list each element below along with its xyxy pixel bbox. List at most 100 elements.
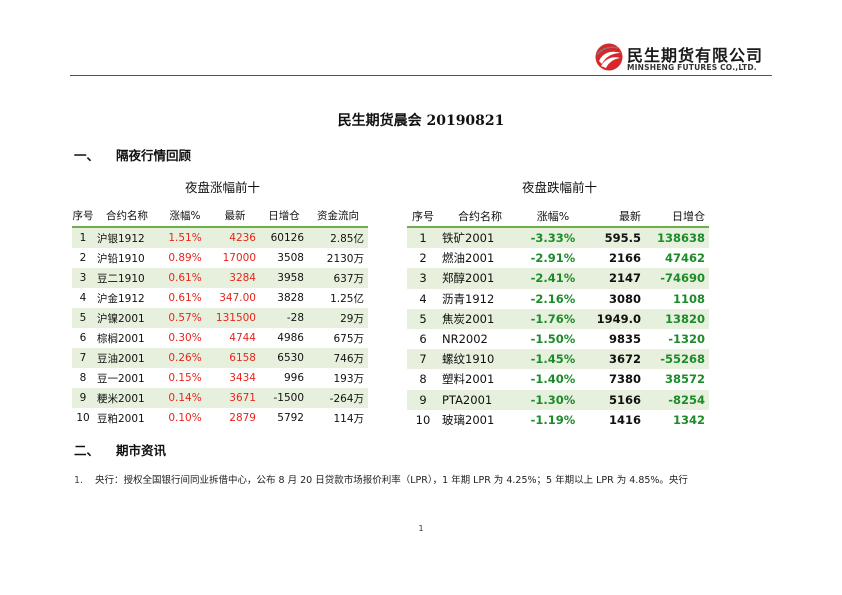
cell-no: 3	[72, 268, 94, 288]
cell-change: 0.57%	[160, 308, 210, 328]
cell-change: 1.51%	[160, 227, 210, 248]
cell-oi-change: 1342	[672, 412, 705, 427]
cell-contract-name: 铁矿2001	[439, 227, 521, 249]
cell-no: 1	[72, 227, 94, 248]
losers-table-title: 夜盘跌幅前十	[522, 180, 598, 195]
cell-contract-name: PTA2001	[439, 389, 521, 410]
cell-last-price: 17000	[222, 252, 256, 264]
cell-oi-change: 47462	[664, 251, 705, 266]
cell-no: 9	[72, 388, 94, 408]
cell-contract-name: 豆一2001	[97, 372, 145, 385]
cell-fund-flow: 2.85亿	[308, 227, 368, 248]
cell-change: -3.33%	[521, 227, 585, 249]
cell-change: 0.89%	[168, 252, 202, 264]
cell-fund-flow: 1.25亿	[330, 292, 364, 305]
cell-oi-change: 5792	[277, 412, 304, 424]
cell-last-price: 3671	[210, 388, 260, 408]
gainers-table: 序号 合约名称 涨幅% 最新 日增仓 资金流向 1 沪银1912 1.51% 4236…	[72, 205, 368, 428]
cell-oi-change: 4986	[277, 332, 304, 344]
cell-last-price: 5166	[585, 389, 645, 410]
cell-oi-change: 138638	[645, 227, 709, 249]
cell-contract-name: 玻璃2001	[442, 412, 495, 427]
section-1-heading: 一、 隔夜行情回顾	[74, 145, 191, 164]
company-name-cn: 民生期货有限公司	[627, 46, 764, 65]
cell-change: -1.50%	[530, 332, 576, 347]
losers-table: 序号 合约名称 涨幅% 最新 日增仓 1 铁矿2001 -3.33% 595.5 138…	[407, 205, 709, 430]
cell-last-price: 9835	[608, 332, 641, 347]
cell-change: -1.19%	[530, 412, 576, 427]
cell-change: -1.76%	[521, 308, 585, 329]
section-number: 一、	[74, 148, 100, 163]
cell-no: 9	[407, 389, 439, 410]
gainers-table-title: 夜盘涨幅前十	[185, 180, 261, 195]
cell-last-price: 3434	[229, 372, 256, 384]
cell-last-price: 1949.0	[585, 308, 645, 329]
cell-oi-change: -1500	[260, 388, 308, 408]
cell-oi-change: -28	[260, 308, 308, 328]
news-item: 1. 央行：授权全国银行间同业拆借中心，公布 8 月 20 日贷款市场报价利率（L…	[74, 472, 688, 486]
cell-fund-flow: 746万	[308, 348, 368, 368]
cell-contract-name: 沥青1912	[442, 291, 495, 306]
table-row: 4 沥青1912 -2.16% 3080 1108	[407, 289, 709, 309]
cell-last-price: 4236	[210, 227, 260, 248]
cell-change: 0.26%	[160, 348, 210, 368]
section-title: 期市资讯	[116, 443, 167, 458]
table-row: 9 粳米2001 0.14% 3671 -1500 -264万	[72, 388, 368, 408]
cell-change: 0.61%	[168, 292, 202, 304]
cell-oi-change: 3508	[277, 252, 304, 264]
cell-last-price: 3080	[608, 291, 641, 306]
cell-last-price: 3284	[210, 268, 260, 288]
col-header-oi: 日增仓	[260, 205, 308, 228]
cell-oi-change: -74690	[645, 268, 709, 289]
cell-contract-name: 螺纹1910	[439, 349, 521, 370]
cell-last-price: 595.5	[585, 227, 645, 249]
cell-oi-change: 60126	[260, 227, 308, 248]
cell-fund-flow: 193万	[333, 372, 364, 385]
cell-contract-name: 沪银1912	[94, 227, 160, 248]
table-row: 10 玻璃2001 -1.19% 1416 1342	[407, 410, 709, 430]
cell-fund-flow: 2130万	[326, 252, 364, 265]
cell-change: 0.61%	[160, 268, 210, 288]
header-divider	[70, 75, 772, 76]
cell-last-price: 3672	[585, 349, 645, 370]
section-number: 二、	[74, 443, 100, 458]
col-header-last: 最新	[585, 205, 645, 228]
table-row: 5 焦炭2001 -1.76% 1949.0 13820	[407, 308, 709, 329]
cell-no: 4	[419, 291, 427, 306]
cell-change: -1.45%	[521, 349, 585, 370]
cell-no: 8	[79, 372, 87, 384]
cell-last-price: 7380	[608, 372, 641, 387]
cell-no: 7	[407, 349, 439, 370]
cell-no: 3	[407, 268, 439, 289]
cell-oi-change: 1108	[672, 291, 705, 306]
cell-no: 5	[72, 308, 94, 328]
cell-change: 0.30%	[168, 332, 202, 344]
cell-contract-name: 粳米2001	[94, 388, 160, 408]
cell-oi-change: 996	[283, 372, 304, 384]
cell-change: -2.91%	[530, 251, 576, 266]
table-row: 3 郑醇2001 -2.41% 2147 -74690	[407, 268, 709, 289]
cell-no: 6	[79, 332, 87, 344]
document-title: 民生期货晨会 20190821	[337, 113, 505, 129]
minsheng-logo-icon	[595, 43, 623, 71]
cell-oi-change: 38572	[664, 372, 705, 387]
table-row: 1 铁矿2001 -3.33% 595.5 138638	[407, 227, 709, 249]
table-row: 6 NR2002 -1.50% 9835 -1320	[407, 329, 709, 349]
col-header-change: 涨幅%	[521, 205, 585, 228]
cell-last-price: 6158	[210, 348, 260, 368]
table-row: 8 豆一2001 0.15% 3434 996 193万	[72, 368, 368, 388]
cell-contract-name: 燃油2001	[442, 251, 495, 266]
cell-contract-name: 豆油2001	[94, 348, 160, 368]
cell-last-price: 4744	[229, 332, 256, 344]
col-header-change: 涨幅%	[160, 205, 210, 228]
cell-contract-name: 塑料2001	[442, 372, 495, 387]
section-title: 隔夜行情回顾	[116, 148, 192, 163]
section-2-heading: 二、 期市资讯	[74, 440, 166, 459]
table-row: 8 塑料2001 -1.40% 7380 38572	[407, 369, 709, 389]
cell-oi-change: 3958	[260, 268, 308, 288]
col-header-oi: 日增仓	[645, 205, 709, 228]
cell-change: -1.30%	[521, 389, 585, 410]
news-text: 央行：授权全国银行间同业拆借中心，公布 8 月 20 日贷款市场报价利率（LPR…	[95, 475, 688, 486]
col-header-name: 合约名称	[439, 205, 521, 228]
cell-contract-name: 沪铅1910	[97, 252, 145, 265]
